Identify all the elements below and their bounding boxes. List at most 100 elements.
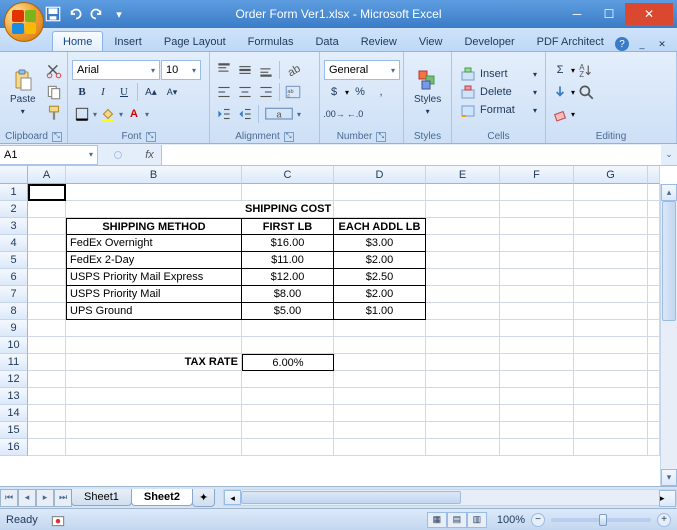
row-header[interactable]: 6 — [0, 269, 28, 286]
tab-home[interactable]: Home — [52, 31, 103, 51]
cell[interactable] — [28, 235, 66, 252]
new-sheet-button[interactable]: ✦ — [192, 489, 215, 507]
cell[interactable] — [574, 218, 648, 235]
cell[interactable] — [66, 201, 242, 218]
row-header[interactable]: 10 — [0, 337, 28, 354]
clipboard-dialog-launcher[interactable]: ⤡ — [52, 132, 62, 142]
cell[interactable]: TAX RATE — [66, 354, 242, 371]
row-header[interactable]: 14 — [0, 405, 28, 422]
merge-center-button[interactable]: a — [262, 104, 296, 124]
orientation-button[interactable]: ab — [283, 60, 303, 80]
tab-data[interactable]: Data — [304, 31, 349, 51]
cell[interactable] — [334, 337, 426, 354]
row-header[interactable]: 16 — [0, 439, 28, 456]
close-button[interactable]: ✕ — [625, 3, 673, 25]
cell[interactable] — [574, 422, 648, 439]
cell[interactable] — [648, 354, 660, 371]
zoom-out-button[interactable]: − — [531, 513, 545, 527]
normal-view-button[interactable]: ▦ — [427, 512, 447, 528]
cell[interactable]: FedEx 2-Day — [66, 252, 242, 269]
cell[interactable] — [574, 269, 648, 286]
cell[interactable] — [426, 422, 500, 439]
formula-input[interactable] — [162, 145, 661, 165]
row-header[interactable]: 1 — [0, 184, 28, 201]
sheet-tab[interactable]: Sheet1 — [71, 489, 132, 506]
minimize-button[interactable]: ─ — [561, 3, 593, 25]
cell[interactable] — [648, 269, 660, 286]
cell[interactable] — [574, 439, 648, 456]
cell[interactable]: EACH ADDL LB — [334, 218, 426, 235]
cell[interactable] — [500, 269, 574, 286]
tab-review[interactable]: Review — [350, 31, 408, 51]
col-header[interactable]: G — [574, 166, 648, 184]
cell[interactable] — [648, 439, 660, 456]
maximize-button[interactable]: ☐ — [593, 3, 625, 25]
cell[interactable] — [574, 337, 648, 354]
cell[interactable] — [648, 286, 660, 303]
row-header[interactable]: 5 — [0, 252, 28, 269]
cell[interactable]: $1.00 — [334, 303, 426, 320]
cell[interactable] — [334, 184, 426, 201]
autosum-button[interactable]: Σ — [550, 60, 570, 80]
decrease-decimal-button[interactable]: ←.0 — [345, 104, 365, 124]
row-header[interactable]: 12 — [0, 371, 28, 388]
row-header[interactable]: 2 — [0, 201, 28, 218]
cell[interactable] — [28, 422, 66, 439]
align-center-button[interactable] — [235, 82, 255, 102]
cell[interactable] — [426, 269, 500, 286]
cell[interactable] — [648, 422, 660, 439]
cell[interactable] — [28, 218, 66, 235]
cell[interactable] — [426, 201, 500, 218]
col-header[interactable]: F — [500, 166, 574, 184]
cell[interactable] — [574, 201, 648, 218]
sheet-tab[interactable]: Sheet2 — [131, 489, 193, 506]
help-icon[interactable]: ? — [615, 37, 629, 51]
underline-button[interactable]: U — [114, 82, 134, 102]
cell[interactable] — [574, 235, 648, 252]
cell[interactable] — [574, 354, 648, 371]
scroll-down-button[interactable]: ▾ — [661, 469, 677, 486]
tab-view[interactable]: View — [408, 31, 454, 51]
cell[interactable]: SHIPPING COST — [242, 201, 334, 218]
cell[interactable] — [500, 439, 574, 456]
cell[interactable] — [426, 303, 500, 320]
cell[interactable] — [334, 439, 426, 456]
percent-button[interactable]: % — [350, 82, 370, 102]
cell[interactable] — [242, 337, 334, 354]
hscroll-thumb[interactable] — [241, 491, 461, 504]
cell[interactable] — [28, 269, 66, 286]
cell[interactable]: $2.50 — [334, 269, 426, 286]
cell[interactable] — [66, 337, 242, 354]
cell[interactable] — [334, 201, 426, 218]
row-header[interactable]: 4 — [0, 235, 28, 252]
cell[interactable]: 6.00% — [242, 354, 334, 371]
cell[interactable] — [426, 252, 500, 269]
cell[interactable] — [500, 405, 574, 422]
cell[interactable] — [500, 252, 574, 269]
cell[interactable] — [426, 439, 500, 456]
cell[interactable]: SHIPPING METHOD — [66, 218, 242, 235]
align-bottom-button[interactable] — [256, 60, 276, 80]
cell[interactable] — [334, 371, 426, 388]
cell[interactable]: USPS Priority Mail — [66, 286, 242, 303]
cell[interactable] — [28, 320, 66, 337]
row-header[interactable]: 11 — [0, 354, 28, 371]
align-middle-button[interactable] — [235, 60, 255, 80]
page-break-view-button[interactable]: ▥ — [467, 512, 487, 528]
row-header[interactable]: 8 — [0, 303, 28, 320]
cell[interactable] — [500, 422, 574, 439]
styles-button[interactable]: Styles ▾ — [408, 54, 447, 130]
format-painter-button[interactable] — [44, 103, 64, 123]
cell[interactable] — [500, 286, 574, 303]
cell[interactable] — [574, 184, 648, 201]
zoom-slider[interactable] — [551, 518, 651, 522]
cell[interactable] — [500, 354, 574, 371]
cell[interactable]: $16.00 — [242, 235, 334, 252]
col-header[interactable] — [648, 166, 660, 184]
prev-sheet-button[interactable]: ◂ — [18, 489, 36, 507]
delete-cells-button[interactable]: Delete ▾ — [456, 83, 541, 101]
row-header[interactable]: 15 — [0, 422, 28, 439]
align-top-button[interactable] — [214, 60, 234, 80]
cell[interactable]: $11.00 — [242, 252, 334, 269]
clear-button[interactable] — [550, 104, 570, 124]
